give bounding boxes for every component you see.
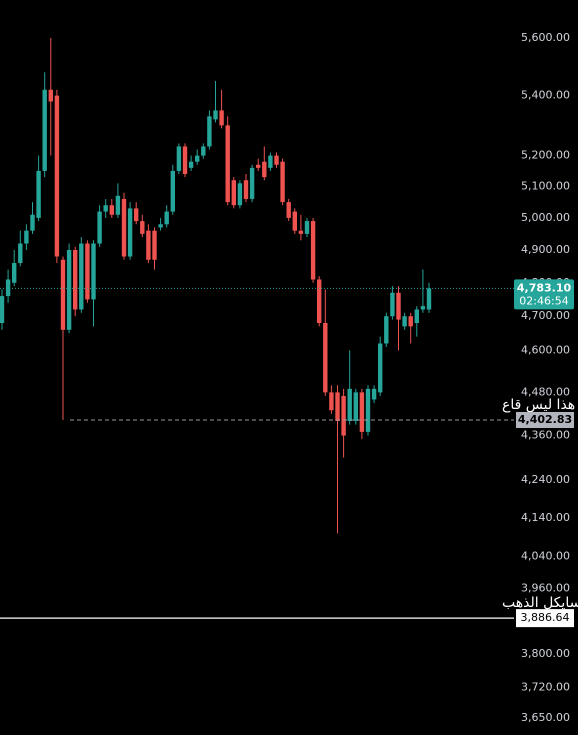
candle-body: [12, 263, 17, 283]
candle-body: [146, 230, 151, 260]
candle-body: [140, 221, 145, 234]
candle-body: [268, 155, 273, 168]
candle-body: [341, 395, 346, 436]
candle-body: [18, 243, 23, 264]
y-tick-label: 4,240.00: [521, 473, 570, 486]
y-tick-label: 4,140.00: [521, 511, 570, 524]
candle-body: [188, 161, 194, 168]
candle-body: [237, 183, 243, 206]
y-tick-label: 5,200.00: [521, 149, 570, 162]
candle-body: [426, 288, 432, 310]
candle-body: [54, 95, 60, 257]
candle-body: [329, 392, 334, 411]
candle-body: [127, 208, 133, 257]
candle-body: [91, 243, 96, 300]
candle-body: [30, 214, 35, 231]
candle-body: [292, 211, 297, 231]
price-label: 4,783.10: [517, 281, 572, 294]
candle-body: [170, 170, 175, 212]
candle-body: [121, 198, 127, 257]
candle-body: [286, 202, 291, 218]
candle-body: [73, 250, 78, 310]
y-tick-label: 5,400.00: [521, 89, 570, 102]
y-tick-label: 4,700.00: [521, 309, 570, 322]
candle-body: [0, 296, 5, 323]
candle-body: [323, 322, 328, 393]
candle-body: [280, 161, 285, 203]
candle-body: [115, 195, 121, 215]
candle-body: [304, 221, 310, 234]
candle-body: [36, 170, 41, 218]
candle-body: [396, 292, 401, 320]
candle-body: [5, 279, 11, 297]
candle-body: [109, 205, 114, 215]
level-label-box: [516, 411, 574, 428]
annotation: هذا ليس قاع: [502, 397, 575, 413]
candle-body: [60, 259, 66, 330]
candle-body: [182, 146, 188, 175]
candle-body: [408, 316, 413, 327]
candle-body: [384, 316, 389, 344]
candle-body: [85, 243, 90, 300]
level-label: 4,402.83: [518, 413, 572, 426]
y-tick-label: 5,600.00: [521, 31, 570, 44]
candle-body: [225, 125, 230, 203]
level-label-box: [516, 609, 574, 628]
candle-body: [176, 146, 182, 171]
candle-body: [24, 230, 29, 244]
candle-body: [420, 306, 426, 310]
candle-body: [353, 392, 358, 422]
candle-body: [378, 343, 383, 393]
candle-body: [390, 292, 395, 317]
candle-body: [347, 388, 352, 422]
y-tick-label: 3,800.00: [521, 647, 570, 660]
y-tick-label: 3,650.00: [521, 711, 570, 724]
candle-body: [66, 250, 72, 330]
candle-body: [249, 167, 255, 199]
candle-body: [317, 279, 322, 323]
candle-body: [274, 155, 279, 165]
candle-body: [243, 180, 249, 199]
candle-body: [414, 309, 419, 323]
candle-body: [103, 205, 108, 212]
y-tick-label: 5,000.00: [521, 211, 570, 224]
candle-body: [134, 208, 139, 222]
level-label: 3,886.64: [521, 611, 570, 624]
candle-body: [365, 388, 371, 432]
candle-body: [219, 110, 224, 126]
y-tick-label: 5,100.00: [521, 179, 570, 192]
y-tick-label: 4,040.00: [521, 550, 570, 563]
candle-body: [207, 116, 212, 147]
price-label-box: [514, 279, 574, 310]
candle-body: [42, 89, 47, 171]
candle-body: [213, 110, 218, 120]
candle-body: [164, 211, 169, 225]
y-tick-label: 3,960.00: [521, 581, 570, 594]
candle-body: [158, 224, 163, 228]
countdown-label: 02:46:54: [519, 294, 568, 307]
candle-body: [256, 164, 261, 168]
candle-body: [310, 221, 316, 280]
candle-body: [262, 161, 267, 178]
y-tick-label: 4,900.00: [521, 243, 570, 256]
candle-body: [371, 388, 377, 400]
y-tick-label: 4,600.00: [521, 343, 570, 356]
candle-body: [335, 392, 340, 422]
candle-body: [48, 89, 53, 102]
candle-body: [97, 211, 102, 244]
candle-body: [402, 316, 407, 327]
candle-body: [195, 155, 200, 162]
candle-body: [231, 180, 236, 206]
y-tick-label: 3,720.00: [521, 681, 570, 694]
y-tick-label: 4,360.00: [521, 429, 570, 442]
candle-body: [152, 230, 157, 260]
candle-body: [298, 230, 304, 234]
candle-body: [359, 392, 365, 432]
candle-body: [201, 146, 206, 156]
candle-body: [79, 243, 84, 310]
y-tick-label: 4,480.00: [521, 385, 570, 398]
annotation: هذا القاع هو المهم لسايكل الذهب: [502, 595, 578, 611]
